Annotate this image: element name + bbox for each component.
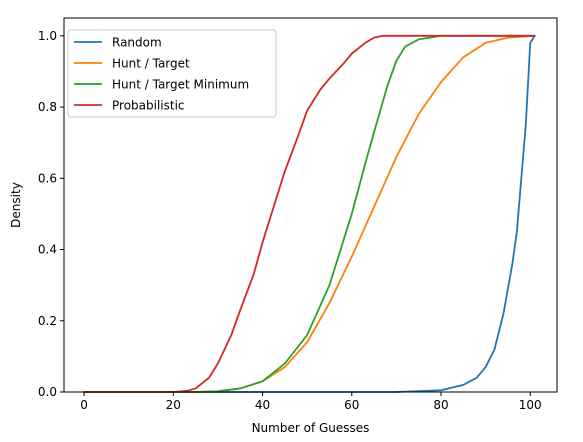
x-tick-label: 80 [433, 398, 448, 412]
x-tick-label: 0 [80, 398, 88, 412]
x-tick-label: 100 [519, 398, 542, 412]
y-axis-ticks: 0.0 0.2 0.4 0.6 0.8 1.0 [38, 29, 64, 399]
legend-label-0: Random [112, 36, 162, 50]
y-tick-label: 0.8 [38, 100, 57, 114]
x-tick-label: 60 [344, 398, 359, 412]
x-axis-label: Number of Guesses [252, 421, 370, 435]
y-tick-label: 0.2 [38, 314, 57, 328]
series-line-2 [83, 34, 536, 393]
y-tick-label: 0.4 [38, 243, 57, 257]
x-tick-label: 20 [166, 398, 181, 412]
y-tick-label: 1.0 [38, 29, 57, 43]
legend: Random Hunt / Target Hunt / Target Minimum… [67, 29, 277, 118]
y-tick-label: 0.6 [38, 171, 57, 185]
legend-box [67, 29, 277, 118]
plot-lines [83, 34, 536, 393]
legend-label-1: Hunt / Target [112, 57, 190, 71]
x-axis-ticks: 0 20 40 60 80 100 [80, 392, 542, 412]
series-line-3 [83, 34, 536, 393]
legend-label-2: Hunt / Target Minimum [112, 78, 249, 92]
y-tick-label: 0.0 [38, 385, 57, 399]
legend-label-3: Probabilistic [112, 99, 185, 113]
x-tick-label: 40 [255, 398, 270, 412]
y-axis-label: Density [9, 182, 23, 228]
series-line-0 [83, 34, 536, 393]
plot-frame [63, 17, 558, 393]
